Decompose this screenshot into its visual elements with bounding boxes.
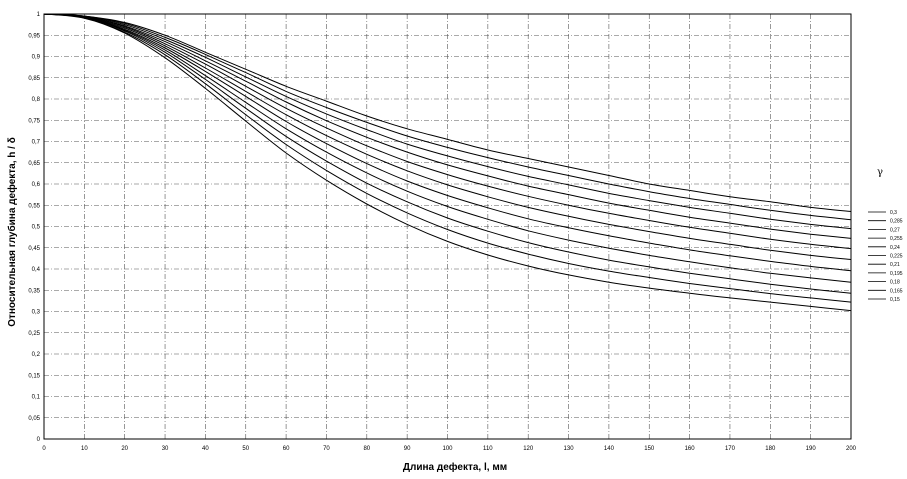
y-tick-label: 0,7 bbox=[32, 140, 41, 146]
series-line-1 bbox=[43, 13, 852, 221]
y-tick-label: 1 bbox=[37, 12, 41, 18]
series-line-3 bbox=[43, 13, 852, 239]
legend-label: 0,285 bbox=[890, 219, 903, 225]
x-tick-label: 170 bbox=[725, 446, 736, 452]
x-tick-label: 200 bbox=[846, 446, 857, 452]
x-tick-label: 20 bbox=[121, 446, 128, 452]
x-tick-label: 40 bbox=[202, 446, 209, 452]
x-tick-label: 0 bbox=[42, 446, 46, 452]
x-tick-label: 110 bbox=[483, 446, 493, 452]
x-tick-label: 60 bbox=[283, 446, 290, 452]
legend-label: 0,24 bbox=[890, 245, 900, 251]
series-line-0 bbox=[43, 13, 852, 213]
y-tick-label: 0,9 bbox=[32, 55, 41, 61]
y-tick-label: 0,6 bbox=[32, 182, 41, 188]
series-line-9 bbox=[43, 13, 852, 303]
legend-label: 0,27 bbox=[890, 227, 900, 233]
y-tick-label: 0,3 bbox=[32, 310, 41, 316]
series-line-8 bbox=[43, 13, 852, 294]
plot-area-frame bbox=[43, 13, 852, 440]
series-line-2 bbox=[43, 13, 852, 230]
legend-label: 0,21 bbox=[890, 262, 900, 268]
y-tick-label: 0,2 bbox=[32, 352, 41, 358]
y-tick-label: 0 bbox=[37, 437, 41, 443]
legend-label: 0,195 bbox=[890, 271, 903, 277]
series-line-10 bbox=[43, 13, 852, 312]
series-line-7 bbox=[43, 13, 852, 283]
y-tick-label: 0,05 bbox=[28, 416, 40, 422]
y-tick-label: 0,5 bbox=[32, 225, 41, 231]
y-tick-label: 0,35 bbox=[28, 288, 40, 294]
x-tick-label: 70 bbox=[323, 446, 330, 452]
legend-title: γ bbox=[877, 167, 883, 178]
y-tick-label: 0,95 bbox=[28, 33, 40, 39]
x-tick-label: 160 bbox=[685, 446, 696, 452]
x-axis-title: Длина дефекта, l, мм bbox=[403, 461, 507, 473]
series-line-5 bbox=[43, 13, 852, 261]
y-tick-label: 0,4 bbox=[32, 267, 41, 273]
x-tick-label: 120 bbox=[523, 446, 534, 452]
y-tick-label: 0,85 bbox=[28, 76, 40, 82]
x-tick-label: 90 bbox=[404, 446, 411, 452]
x-tick-label: 190 bbox=[806, 446, 817, 452]
y-tick-label: 0,8 bbox=[32, 97, 41, 103]
legend-label: 0,225 bbox=[890, 254, 903, 260]
x-tick-label: 130 bbox=[564, 446, 575, 452]
x-axis-ticks: 0 10 20 30 40 50 60 70 80 90 100 110 120 130 140 150 160… bbox=[42, 446, 856, 452]
gridlines bbox=[44, 14, 851, 439]
y-axis-ticks: 0 0,05 0,1 0,15 0,2 0,25 0,3 0,35 0,4 0,45 0,5 0,55… bbox=[28, 12, 40, 443]
y-tick-label: 0,65 bbox=[28, 161, 40, 167]
x-tick-label: 150 bbox=[644, 446, 655, 452]
y-axis-title: Относительная глубина дефекта, h / δ bbox=[6, 137, 18, 327]
x-tick-label: 30 bbox=[162, 446, 169, 452]
y-tick-label: 0,15 bbox=[28, 373, 40, 379]
x-tick-label: 140 bbox=[604, 446, 615, 452]
series-line-4 bbox=[43, 13, 852, 250]
legend-label: 0,165 bbox=[890, 288, 903, 294]
x-tick-label: 80 bbox=[363, 446, 370, 452]
x-tick-label: 10 bbox=[81, 446, 88, 452]
series-line-6 bbox=[43, 13, 852, 272]
y-tick-label: 0,55 bbox=[28, 203, 40, 209]
y-tick-label: 0,45 bbox=[28, 246, 40, 252]
series-lines bbox=[43, 13, 852, 312]
legend-label: 0,3 bbox=[890, 210, 897, 216]
x-tick-label: 50 bbox=[242, 446, 249, 452]
legend: 0,3 0,285 0,27 0,255 0,24 0,225 0,21 0,195 0,18 0… bbox=[868, 210, 903, 303]
legend-label: 0,255 bbox=[890, 236, 903, 242]
y-tick-label: 0,75 bbox=[28, 118, 40, 124]
legend-label: 0,15 bbox=[890, 297, 900, 303]
x-tick-label: 100 bbox=[442, 446, 453, 452]
y-tick-label: 0,25 bbox=[28, 331, 40, 337]
x-tick-label: 180 bbox=[765, 446, 776, 452]
legend-label: 0,18 bbox=[890, 280, 900, 286]
y-tick-label: 0,1 bbox=[32, 395, 41, 401]
